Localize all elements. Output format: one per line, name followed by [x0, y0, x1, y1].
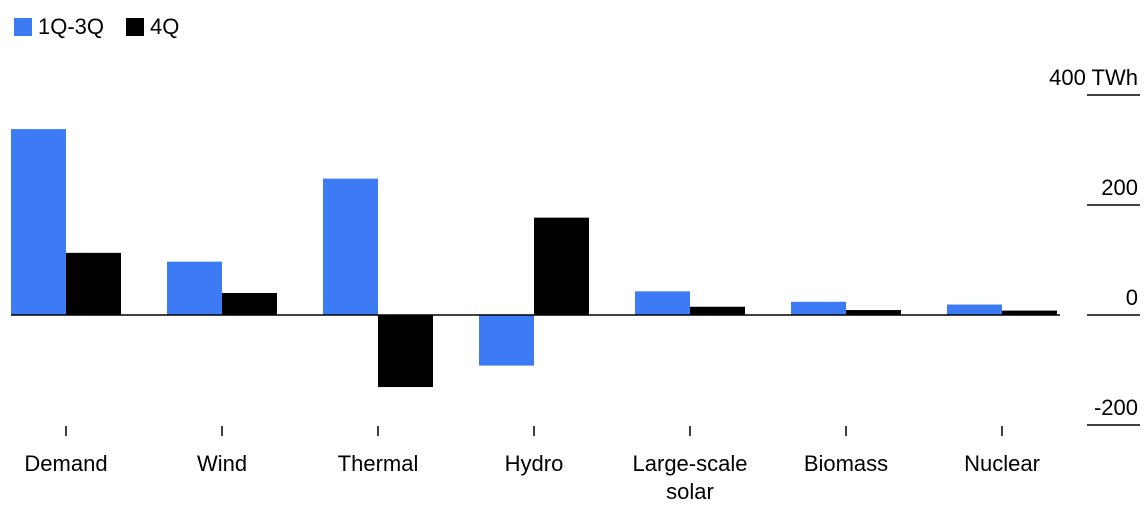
legend-label-1q-3q: 1Q-3Q [38, 14, 105, 39]
y-tick-label-2: 0 [1126, 285, 1138, 310]
x-tick-label-hydro: Hydro [505, 451, 564, 476]
x-tick-label-thermal: Thermal [338, 451, 419, 476]
x-tick-label-biomass: Biomass [804, 451, 888, 476]
x-tick-label-wind: Wind [197, 451, 247, 476]
legend-item-1q-3q: 1Q-3Q [14, 14, 104, 40]
bar-1q-3q-wind [167, 261, 222, 315]
bar-4q-biomass [846, 310, 901, 315]
bar-4q-large-scale-solar [690, 306, 745, 315]
y-tick-label-0: 400 TWh [1049, 65, 1138, 90]
legend-swatch-4q [126, 18, 145, 36]
bar-4q-demand [66, 252, 121, 315]
legend-swatch-1q-3q [14, 18, 32, 36]
y-tick-label-1: 200 [1101, 175, 1138, 200]
bar-4q-thermal [378, 315, 433, 388]
bar-4q-nuclear [1002, 310, 1057, 315]
chart-legend: 1Q-3Q 4Q [14, 14, 201, 40]
bar-1q-3q-large-scale-solar [635, 291, 690, 315]
bar-4q-hydro [534, 217, 589, 315]
legend-item-4q: 4Q [126, 14, 179, 40]
x-tick-label-large-scale-solar: Large-scale solar [633, 451, 748, 504]
bar-1q-3q-biomass [791, 301, 846, 315]
bar-1q-3q-hydro [479, 315, 534, 366]
legend-label-4q: 4Q [150, 14, 180, 39]
bar-4q-wind [222, 293, 277, 315]
bar-1q-3q-demand [11, 129, 66, 315]
y-tick-label-3: -200 [1094, 395, 1138, 420]
bar-1q-3q-thermal [323, 178, 378, 315]
bar-1q-3q-nuclear [947, 304, 1002, 315]
x-tick-label-demand: Demand [24, 451, 107, 476]
x-tick-label-nuclear: Nuclear [964, 451, 1040, 476]
